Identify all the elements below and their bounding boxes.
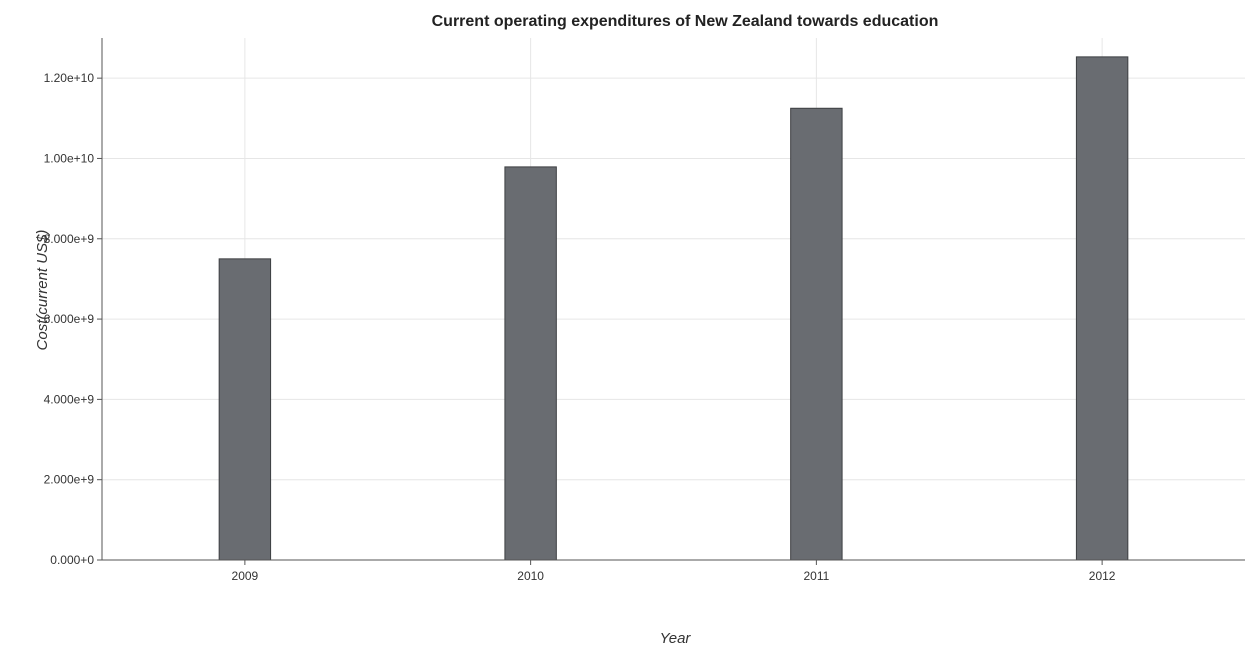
axes (97, 38, 1245, 565)
bar-2011 (790, 107, 843, 561)
x-tick-label: 2009 (232, 569, 259, 583)
bar-2009 (218, 258, 272, 561)
bar-2010 (504, 166, 557, 561)
x-axis-label: Year (660, 630, 692, 647)
y-tick-label: 1.00e+10 (44, 151, 95, 165)
x-tick-labels: 2009 2010 2011 2012 (232, 569, 1116, 583)
y-tick-label: 8.000e+9 (44, 232, 95, 246)
chart-title: Current operating expenditures of New Ze… (432, 13, 939, 30)
y-tick-label: 4.000e+9 (44, 392, 95, 406)
grid-lines (102, 38, 1245, 561)
x-tick-label: 2011 (803, 569, 829, 583)
y-tick-label: 6.000e+9 (44, 312, 95, 326)
y-tick-label: 1.20e+10 (44, 71, 95, 85)
y-tick-labels: 0.000+0 2.000e+9 4.000e+9 6.000e+9 8.000e+9 1… (44, 71, 95, 567)
x-tick-label: 2010 (517, 569, 544, 583)
y-tick-label: 2.000e+9 (44, 473, 95, 487)
y-axis-label: Cost(current US$) (34, 230, 51, 351)
bar-2012 (1075, 56, 1129, 561)
y-tick-label: 0.000+0 (50, 553, 94, 567)
bars (218, 56, 1129, 561)
x-tick-label: 2012 (1089, 569, 1116, 583)
